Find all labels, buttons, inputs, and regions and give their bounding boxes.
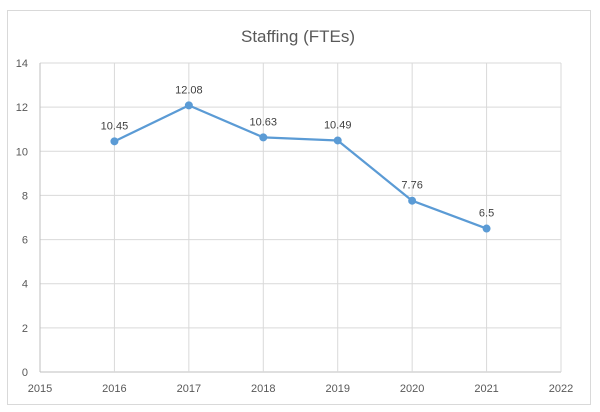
x-tick-label: 2016 [102,383,126,395]
y-tick-label: 6 [22,235,28,247]
y-tick-label: 0 [22,367,28,379]
x-tick-label: 2022 [549,383,573,395]
x-tick-label: 2021 [474,383,498,395]
data-point [333,136,342,145]
x-tick-label: 2019 [325,383,349,395]
series-line [110,101,491,233]
x-axis: 2015 2016 2017 2018 2019 2020 2021 2022 [28,383,573,395]
chart-title: Staffing (FTEs) [241,27,355,46]
data-point [110,137,119,146]
data-label: 7.76 [401,180,422,192]
x-tick-label: 2020 [400,383,424,395]
data-label: 10.49 [324,119,352,131]
y-tick-label: 2 [22,323,28,335]
data-label: 10.45 [101,120,129,132]
data-label: 12.08 [175,84,203,96]
x-tick-label: 2015 [28,383,52,395]
data-labels: 10.45 12.08 10.63 10.49 7.76 6.5 [101,84,495,219]
chart-area [7,10,591,405]
y-tick-label: 14 [16,58,28,70]
y-tick-label: 12 [16,102,28,114]
data-label: 6.5 [479,208,494,220]
y-tick-label: 4 [22,279,28,291]
x-tick-label: 2018 [251,383,275,395]
gridlines [39,62,562,373]
data-point [184,101,193,110]
data-point [408,196,417,205]
data-point [482,224,491,233]
x-tick-label: 2017 [177,383,201,395]
data-point [259,133,268,142]
y-axis: 0 2 4 6 8 10 12 14 [16,58,28,379]
y-tick-label: 8 [22,190,28,202]
series-line-path [113,104,487,230]
y-tick-label: 10 [16,146,28,158]
data-label: 10.63 [250,116,278,128]
